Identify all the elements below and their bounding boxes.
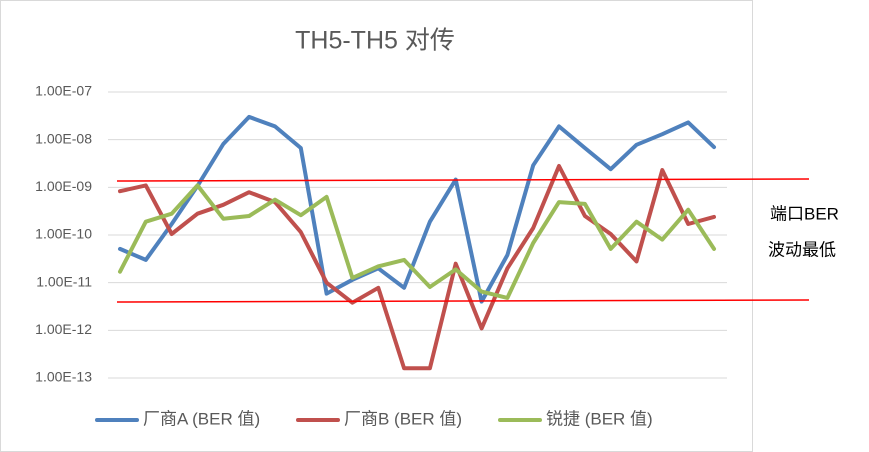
y-tick-label: 1.00E-07	[35, 83, 92, 99]
legend-label: 锐捷 (BER 值)	[546, 409, 653, 428]
legend-label: 厂商A (BER 值)	[143, 409, 260, 428]
threshold-line	[116, 299, 810, 303]
series-line	[118, 183, 716, 300]
grid: 1.00E-13 1.00E-12 1.00E-11 1.00E-10 1.00E-09…	[35, 83, 727, 385]
y-tick-label: 1.00E-09	[35, 178, 92, 194]
chart-border	[0, 0, 753, 452]
y-tick-label: 1.00E-13	[35, 369, 92, 385]
y-tick-label: 1.00E-12	[35, 321, 92, 337]
annotation: 波动最低	[768, 240, 836, 259]
chart-title: TH5-TH5 对传	[295, 27, 455, 55]
y-tick-label: 1.00E-08	[35, 130, 92, 146]
series-line	[118, 114, 716, 304]
annotation: 端口BER	[770, 204, 839, 223]
legend-label: 厂商B (BER 值)	[344, 409, 462, 428]
y-tick-label: 1.00E-11	[36, 273, 92, 289]
y-tick-label: 1.00E-10	[35, 226, 92, 242]
series-line	[118, 164, 716, 371]
legend: 厂商A (BER 值) 厂商B (BER 值) 锐捷 (BER 值)	[95, 409, 653, 428]
threshold-line	[116, 178, 810, 182]
plot	[118, 114, 716, 371]
